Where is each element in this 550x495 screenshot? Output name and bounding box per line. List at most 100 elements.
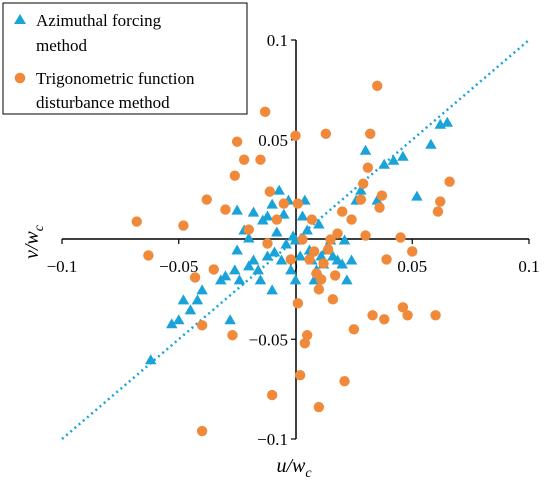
- azimuthal-point: [338, 234, 351, 245]
- azimuthal-point: [336, 258, 348, 269]
- trigonometric-point: [376, 190, 388, 201]
- trigonometric-point: [358, 178, 369, 189]
- trigonometric-point: [285, 254, 297, 265]
- trigonometric-point: [306, 214, 318, 225]
- trigonometric-point: [201, 194, 212, 205]
- trigonometric-point: [308, 246, 320, 257]
- y-tick-label: −0.05: [249, 330, 288, 349]
- azimuthal-point: [254, 274, 267, 285]
- azimuthal-point: [425, 138, 437, 149]
- azimuthal-point: [266, 198, 278, 209]
- trigonometric-point: [297, 234, 308, 245]
- trigonometric-point: [332, 228, 343, 239]
- azimuthal-point: [247, 206, 260, 217]
- azimuthal-point: [261, 250, 274, 261]
- azimuthal-point: [313, 218, 325, 229]
- azimuthal-point: [233, 274, 246, 285]
- series-trigonometric: [131, 80, 455, 437]
- trigonometric-point: [339, 375, 350, 387]
- trigonometric-point: [365, 128, 376, 139]
- trigonometric-point: [329, 270, 341, 281]
- azimuthal-point: [177, 294, 190, 305]
- trigonometric-point: [271, 214, 283, 225]
- azimuthal-point: [341, 274, 353, 285]
- trigonometric-point: [374, 202, 385, 213]
- legend-box: [2, 2, 248, 115]
- trigonometric-point: [196, 425, 208, 437]
- azimuthal-point: [144, 354, 157, 365]
- azimuthal-point: [224, 314, 236, 325]
- azimuthal-point: [243, 232, 255, 243]
- azimuthal-point: [173, 314, 185, 325]
- trigonometric-point: [315, 274, 327, 285]
- trigonometric-point: [432, 206, 444, 217]
- azimuthal-point: [378, 158, 390, 169]
- azimuthal-point: [289, 274, 302, 285]
- y-tick-label: −0.1: [257, 430, 288, 449]
- trigonometric-point: [397, 302, 409, 313]
- azimuthal-point: [345, 254, 358, 265]
- azimuthal-point: [441, 116, 454, 127]
- trigonometric-point: [220, 204, 231, 215]
- x-tick-label: 0: [289, 257, 298, 276]
- legend-label-trigonometric-line2: disturbance method: [36, 93, 170, 112]
- trigonometric-point: [395, 232, 406, 243]
- trigonometric-point: [178, 220, 189, 231]
- trigonometric-point: [131, 216, 142, 227]
- legend-label-azimuthal-line1: Azimuthal forcing: [36, 11, 162, 30]
- x-tick-label: −0.1: [47, 257, 78, 276]
- trigonometric-point: [292, 198, 304, 209]
- x-axis-label-sub: c: [305, 466, 312, 481]
- azimuthal-point: [184, 304, 197, 315]
- trigonometric-point: [313, 284, 325, 295]
- trigonometric-point: [348, 324, 360, 335]
- legend-marker-azimuthal: [14, 14, 26, 24]
- trigonometric-point: [407, 246, 418, 257]
- azimuthal-point: [196, 284, 208, 295]
- legend: Azimuthal forcing method Trigonometric f…: [2, 2, 248, 115]
- legend-label-trigonometric-line1: Trigonometric function: [36, 69, 195, 88]
- azimuthal-point: [294, 250, 306, 261]
- data-points: [131, 80, 455, 437]
- trigonometric-point: [304, 254, 315, 265]
- trigonometric-point: [229, 170, 240, 181]
- azimuthal-point: [273, 184, 285, 195]
- trigonometric-point: [346, 214, 357, 225]
- azimuthal-point: [261, 210, 274, 221]
- azimuthal-point: [247, 254, 260, 265]
- azimuthal-point: [252, 264, 264, 275]
- azimuthal-point: [191, 294, 204, 305]
- azimuthal-point: [275, 254, 288, 265]
- azimuthal-point: [243, 260, 255, 271]
- trigonometric-point: [189, 272, 201, 283]
- trigonometric-point: [402, 310, 413, 321]
- x-tick-labels: −0.1 −0.05 0 0.05 0.1: [47, 257, 540, 276]
- trigonometric-point: [196, 320, 208, 331]
- trigonometric-point: [362, 162, 374, 173]
- azimuthal-point: [397, 150, 409, 161]
- trigonometric-point: [355, 194, 367, 205]
- trigonometric-point: [367, 310, 378, 321]
- x-tick-label: 0.05: [397, 257, 427, 276]
- reference-line: [61, 39, 530, 440]
- azimuthal-point: [411, 190, 423, 201]
- x-axis-label: u/wc: [276, 455, 312, 481]
- trigonometric-point: [231, 136, 243, 147]
- trigonometric-point: [299, 338, 311, 349]
- trigonometric-point: [430, 310, 441, 321]
- trigonometric-point: [227, 330, 238, 341]
- trigonometric-point: [360, 230, 371, 241]
- y-axis-label-sub: c: [32, 224, 47, 231]
- azimuthal-point: [285, 264, 297, 275]
- azimuthal-point: [371, 194, 383, 205]
- x-tick-label: 0.1: [518, 257, 539, 276]
- trigonometric-point: [322, 244, 334, 255]
- trigonometric-point: [264, 186, 276, 197]
- trigonometric-point: [255, 154, 266, 165]
- azimuthal-point: [268, 246, 281, 257]
- y-axis-label: v/wc: [21, 224, 47, 259]
- azimuthal-point: [301, 224, 313, 235]
- trigonometric-point: [337, 206, 348, 217]
- trigonometric-point: [292, 298, 304, 309]
- azimuthal-point: [296, 210, 309, 221]
